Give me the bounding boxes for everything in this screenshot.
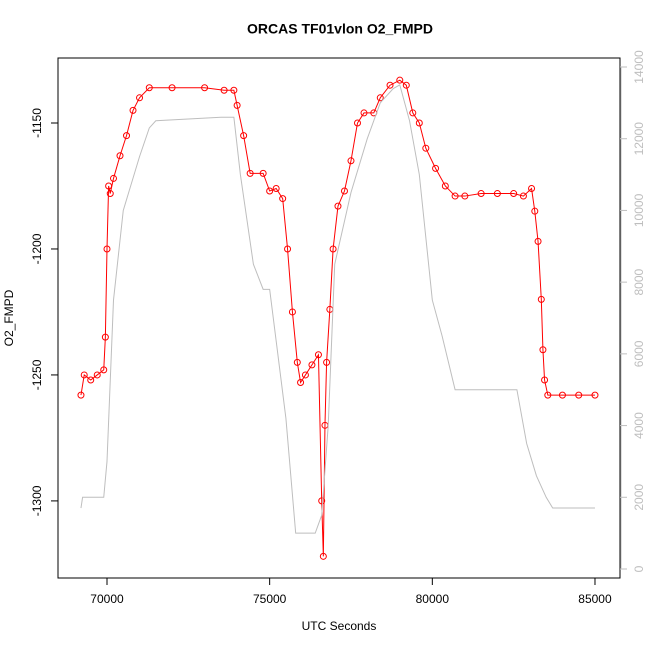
- point: [266, 187, 274, 195]
- point: [168, 84, 176, 92]
- point: [376, 94, 384, 102]
- y2-tick-label: 12000: [632, 122, 646, 156]
- point: [220, 86, 228, 94]
- point: [123, 132, 131, 140]
- y2-tick-label: 4000: [632, 412, 646, 439]
- point: [575, 391, 583, 399]
- point: [318, 497, 326, 505]
- point: [136, 94, 144, 102]
- point: [323, 358, 331, 366]
- y-tick-label: -1300: [30, 485, 44, 516]
- point: [353, 119, 361, 127]
- plot-box: [57, 57, 621, 579]
- point: [100, 366, 108, 374]
- point: [396, 76, 404, 84]
- y2-tick-label: 6000: [632, 340, 646, 367]
- y2-tick-label: 10000: [632, 193, 646, 227]
- point: [145, 84, 153, 92]
- point: [246, 169, 254, 177]
- y2-tick-label: 0: [632, 565, 646, 572]
- point: [201, 84, 209, 92]
- point: [402, 81, 410, 89]
- point: [284, 245, 292, 253]
- point: [279, 195, 287, 203]
- point: [519, 192, 527, 200]
- point: [340, 187, 348, 195]
- point: [528, 185, 536, 193]
- point: [360, 109, 368, 117]
- point: [80, 371, 88, 379]
- point: [106, 190, 114, 198]
- y2-tick-label: 2000: [632, 484, 646, 511]
- point: [558, 391, 566, 399]
- x-tick-label: 85000: [578, 592, 612, 606]
- point: [334, 202, 342, 210]
- series-line: [80, 79, 595, 557]
- point: [409, 109, 417, 117]
- point: [461, 192, 469, 200]
- point: [288, 308, 296, 316]
- y2-tick-label: 8000: [632, 268, 646, 295]
- point: [531, 207, 539, 215]
- point: [230, 86, 238, 94]
- x-tick-label: 80000: [416, 592, 450, 606]
- point: [534, 237, 542, 245]
- y-tick-label: -1200: [30, 233, 44, 264]
- point: [432, 164, 440, 172]
- point: [537, 295, 545, 303]
- y2-tick-label: 14000: [632, 50, 646, 84]
- point: [233, 101, 241, 109]
- point: [415, 119, 423, 127]
- point: [591, 391, 599, 399]
- x-axis-label: UTC Seconds: [302, 619, 377, 633]
- point: [329, 245, 337, 253]
- point: [314, 351, 322, 359]
- x-tick-label: 70000: [90, 592, 124, 606]
- point: [441, 182, 449, 190]
- point: [240, 132, 248, 140]
- point: [347, 157, 355, 165]
- point: [297, 378, 305, 386]
- point: [105, 182, 113, 190]
- point: [103, 245, 111, 253]
- x-tick-label: 75000: [253, 592, 287, 606]
- point: [301, 371, 309, 379]
- point: [451, 192, 459, 200]
- point: [539, 346, 547, 354]
- point: [386, 81, 394, 89]
- point: [541, 376, 549, 384]
- point: [93, 371, 101, 379]
- point: [110, 174, 118, 182]
- point: [422, 144, 430, 152]
- point: [477, 190, 485, 198]
- point: [272, 185, 280, 193]
- series-line: [80, 84, 595, 534]
- point: [308, 361, 316, 369]
- point: [129, 106, 137, 114]
- point: [493, 190, 501, 198]
- y-axis-label: O2_FMPD: [2, 289, 16, 346]
- y-tick-label: -1250: [30, 359, 44, 390]
- point: [293, 358, 301, 366]
- point: [259, 169, 267, 177]
- point: [77, 391, 85, 399]
- y-tick-label: -1150: [30, 108, 44, 138]
- point: [101, 333, 109, 341]
- point: [87, 376, 95, 384]
- point: [116, 152, 124, 160]
- point: [319, 552, 327, 560]
- point: [544, 391, 552, 399]
- point: [510, 190, 518, 198]
- chart-title: ORCAS TF01vlon O2_FMPD: [247, 21, 433, 37]
